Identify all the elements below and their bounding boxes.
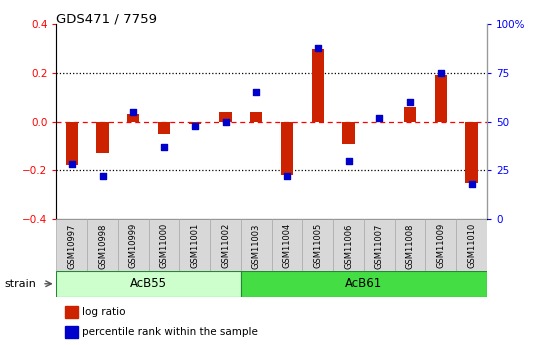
Bar bbox=[435, 75, 447, 122]
Point bbox=[190, 123, 199, 128]
Bar bbox=[333, 219, 364, 271]
Bar bbox=[189, 122, 201, 124]
Bar bbox=[281, 122, 293, 175]
Text: GSM11000: GSM11000 bbox=[160, 223, 168, 268]
Text: GSM11007: GSM11007 bbox=[375, 223, 384, 269]
Text: GSM11010: GSM11010 bbox=[467, 223, 476, 268]
Text: AcB61: AcB61 bbox=[345, 277, 383, 290]
Text: GSM11006: GSM11006 bbox=[344, 223, 353, 269]
Bar bbox=[158, 122, 170, 134]
Point bbox=[406, 99, 414, 105]
Point bbox=[160, 144, 168, 150]
Bar bbox=[241, 219, 272, 271]
Bar bbox=[364, 219, 395, 271]
Point bbox=[375, 115, 384, 120]
Point bbox=[129, 109, 138, 115]
Bar bbox=[66, 122, 78, 166]
Bar bbox=[465, 122, 478, 183]
Bar bbox=[426, 219, 456, 271]
Text: GDS471 / 7759: GDS471 / 7759 bbox=[56, 12, 158, 25]
Bar bbox=[395, 219, 426, 271]
Bar bbox=[56, 271, 241, 297]
Bar bbox=[404, 107, 416, 122]
Text: GSM10997: GSM10997 bbox=[67, 223, 76, 269]
Point bbox=[436, 70, 445, 76]
Text: GSM10998: GSM10998 bbox=[98, 223, 107, 269]
Text: GSM11008: GSM11008 bbox=[406, 223, 415, 269]
Text: GSM11005: GSM11005 bbox=[313, 223, 322, 268]
Bar bbox=[272, 219, 302, 271]
Point bbox=[221, 119, 230, 125]
Point bbox=[252, 90, 260, 95]
Bar bbox=[220, 112, 232, 122]
Point bbox=[98, 174, 107, 179]
Point bbox=[68, 162, 76, 167]
Bar bbox=[241, 271, 487, 297]
Point bbox=[467, 181, 476, 187]
Bar bbox=[302, 219, 333, 271]
Text: GSM11009: GSM11009 bbox=[436, 223, 445, 268]
Text: GSM11001: GSM11001 bbox=[190, 223, 200, 268]
Bar bbox=[87, 219, 118, 271]
Text: log ratio: log ratio bbox=[82, 307, 126, 317]
Text: percentile rank within the sample: percentile rank within the sample bbox=[82, 327, 258, 337]
Text: GSM10999: GSM10999 bbox=[129, 223, 138, 268]
Bar bbox=[180, 219, 210, 271]
Bar bbox=[312, 49, 324, 122]
Bar bbox=[342, 122, 355, 144]
Point bbox=[314, 45, 322, 50]
Point bbox=[283, 174, 292, 179]
Point bbox=[344, 158, 353, 164]
Bar bbox=[96, 122, 109, 153]
Text: GSM11002: GSM11002 bbox=[221, 223, 230, 268]
Bar bbox=[456, 219, 487, 271]
Bar bbox=[127, 114, 139, 122]
Text: GSM11003: GSM11003 bbox=[252, 223, 261, 269]
Bar bbox=[250, 112, 263, 122]
Bar bbox=[56, 219, 87, 271]
Text: GSM11004: GSM11004 bbox=[282, 223, 292, 268]
Bar bbox=[65, 326, 78, 338]
Bar bbox=[118, 219, 148, 271]
Bar bbox=[148, 219, 180, 271]
Text: strain: strain bbox=[4, 279, 36, 288]
Text: AcB55: AcB55 bbox=[130, 277, 167, 290]
Bar bbox=[65, 306, 78, 318]
Bar bbox=[210, 219, 241, 271]
